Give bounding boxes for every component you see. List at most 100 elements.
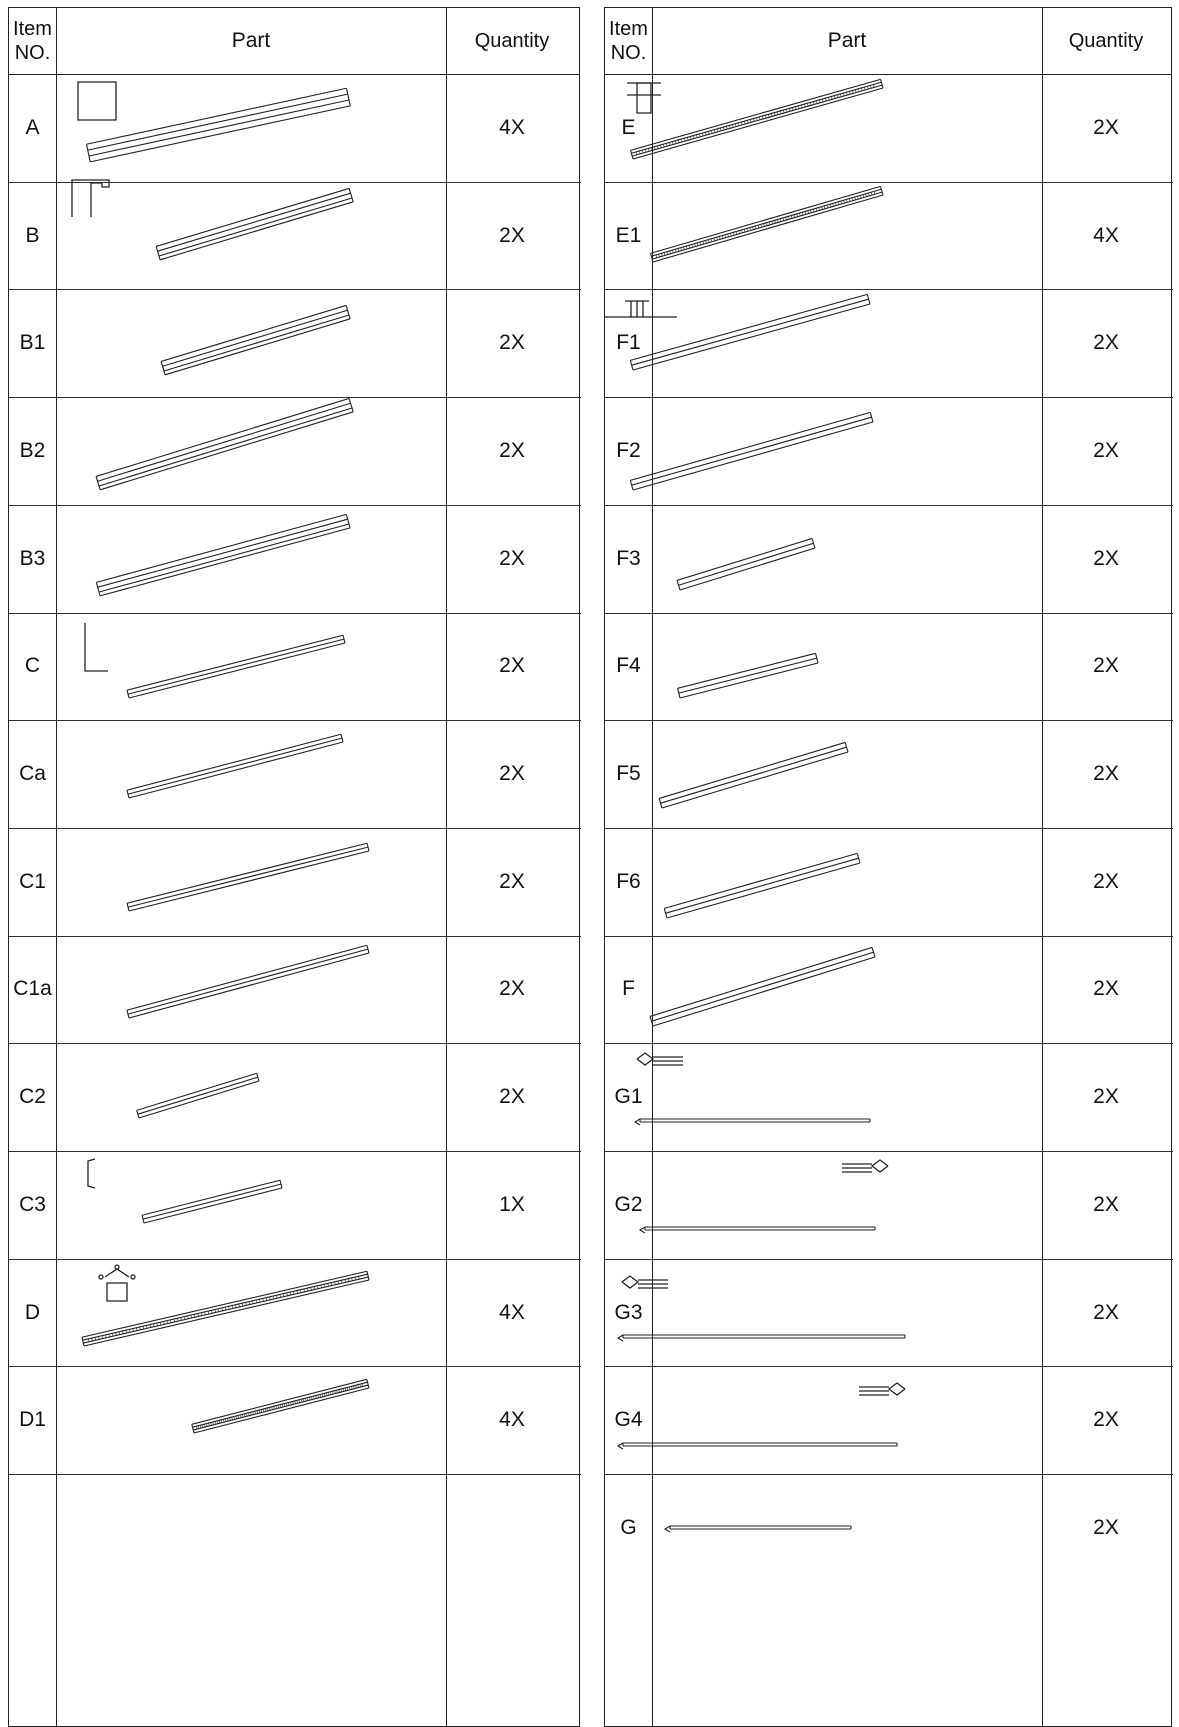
part-drawing [129,161,382,279]
row-divider [605,1043,1173,1045]
row-divider [605,181,1173,183]
part-drawing [603,267,900,393]
item-code: F3 [616,546,641,570]
item-code: D [24,1300,41,1324]
row-divider [605,935,1173,937]
row-divider [605,504,1173,506]
part-drawing [69,371,382,509]
item-quantity: 2X [499,331,525,355]
item-quantity: 2X [499,438,525,462]
item-code: C1 [19,869,46,893]
row-divider [605,1258,1173,1260]
item-quantity: 2X [1093,331,1119,355]
row-divider [9,504,581,506]
part-drawing [109,1044,289,1141]
item-code: G2 [614,1192,643,1216]
part-drawing [99,606,375,721]
item-code: G1 [614,1085,643,1109]
item-quantity: 2X [1093,1408,1119,1432]
part-drawing [99,814,399,934]
item-quantity: 2X [499,1085,525,1109]
profile-icon [857,1381,937,1431]
part-drawing [59,63,379,179]
part-drawing [640,1492,881,1552]
row-divider [605,289,1173,291]
item-quantity: 2X [499,977,525,1001]
column-divider [56,8,57,1726]
item-code: F4 [616,654,641,678]
header-quantity: Quantity [1068,29,1144,52]
item-code: B [25,223,40,247]
part-drawing [593,1409,927,1469]
item-code: B3 [19,546,46,570]
item-quantity: 4X [499,1300,525,1324]
part-drawing [650,511,845,613]
part-drawing [603,51,913,182]
part-drawing [99,705,373,821]
item-quantity: 2X [499,546,525,570]
item-quantity [446,1474,578,1582]
header-part: Part [231,29,271,52]
header-item-no: Item NO. [609,18,648,64]
row-divider [9,181,581,183]
item-code: E [621,115,636,139]
item-code: C1a [13,977,52,1001]
header-item-no: Item NO. [13,18,52,64]
row-divider [605,1366,1173,1368]
row-divider [9,1258,581,1260]
part-drawing [615,1193,905,1253]
profile-icon [91,1263,171,1313]
item-quantity: 2X [499,223,525,247]
row-divider [605,827,1173,829]
item-quantity: 4X [499,1408,525,1432]
row-divider [9,1043,581,1045]
profile-icon [77,81,157,131]
item-code: F6 [616,869,641,893]
row-divider [605,397,1173,399]
header-part: Part [827,29,867,52]
item-quantity: 2X [499,654,525,678]
part-drawing [637,826,890,941]
profile-icon [85,1158,165,1208]
item-code [9,1474,56,1582]
part-drawing [623,920,905,1049]
part-drawing [650,626,848,721]
item-quantity: 2X [1093,654,1119,678]
item-quantity: 2X [1093,1515,1119,1539]
column-divider [446,8,447,1726]
profile-icon [84,623,164,673]
row-divider [605,1474,1173,1476]
item-code: G3 [614,1300,643,1324]
item-quantity: 4X [499,115,525,139]
part-drawing [69,487,379,615]
row-divider [9,827,581,829]
part-drawing [164,1351,399,1456]
column-divider [1042,8,1043,1726]
column-divider [652,8,653,1726]
profile-icon [620,1274,700,1324]
row-divider [605,612,1173,614]
part-drawing [593,1301,935,1361]
profile-icon [71,179,151,229]
part-drawing [99,916,399,1041]
row-divider [605,1151,1173,1152]
item-code: F [622,977,635,1001]
item-code: F5 [616,762,641,786]
item-quantity: 2X [1093,1085,1119,1109]
item-code: G4 [614,1408,643,1432]
row-divider [9,612,581,614]
item-code: C3 [19,1192,46,1216]
table-header: Item NO. Part Quantity [9,8,579,75]
row-divider [605,720,1173,722]
item-code: A [25,115,40,139]
part-drawing [114,1151,312,1246]
part-drawing [134,278,379,394]
item-quantity: 2X [1093,1300,1119,1324]
item-quantity: 2X [1093,762,1119,786]
item-quantity: 4X [1093,223,1119,247]
part-drawing [603,385,903,513]
parts-table-right: Item NO. Part Quantity E 2X E1 4X F1 2X F2 2X F3 2X F… [603,7,1173,1727]
parts-table-left: Item NO. Part Quantity A 4X B 2X B1 2X B2 2X B3 2X C 2… [8,7,581,1727]
row-divider [9,1474,581,1476]
item-quantity: 2X [1093,977,1119,1001]
